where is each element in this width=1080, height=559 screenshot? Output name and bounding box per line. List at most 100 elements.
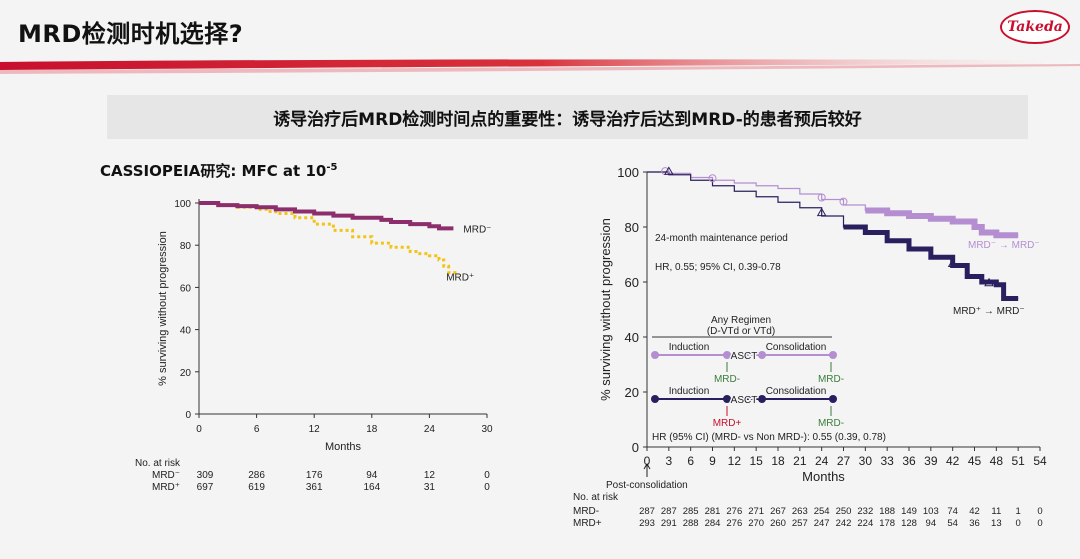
censor-mark-mrd-pos-neg — [984, 277, 994, 287]
risk-table-cell: 176 — [306, 470, 323, 481]
risk-table-cell: 0 — [484, 482, 490, 493]
series-label-mrd-pos: MRD⁺ — [446, 273, 474, 284]
y-axis-label: % surviving without progression — [598, 218, 613, 401]
x-tick-label: 54 — [1033, 454, 1047, 468]
schema-mrd-neg-label: MRD- — [818, 374, 844, 385]
x-tick-label: 0 — [644, 454, 651, 468]
y-tick-label: 20 — [180, 368, 192, 379]
x-tick-label: 39 — [924, 454, 938, 468]
schema-mrd-neg-label: MRD- — [714, 374, 740, 385]
risk-table-cell: 697 — [197, 482, 214, 493]
x-axis-label: Months — [325, 441, 362, 453]
risk-table-cell: 276 — [726, 518, 742, 529]
risk-table-cell: 267 — [770, 506, 786, 517]
risk-table-cell: 103 — [923, 506, 939, 517]
x-tick-label: 51 — [1011, 454, 1025, 468]
x-tick-label: 36 — [902, 454, 916, 468]
logo-text: Takeda — [1007, 19, 1063, 35]
schema-node — [651, 395, 659, 403]
risk-table-cell: 12 — [424, 470, 436, 481]
series-label-mrd-neg: MRD⁻ — [463, 224, 491, 235]
x-tick-label: 48 — [990, 454, 1004, 468]
risk-table-cell: 270 — [748, 518, 764, 529]
risk-table-cell: 178 — [879, 518, 895, 529]
y-tick-label: 0 — [632, 440, 639, 455]
risk-table-cell: 94 — [926, 518, 937, 529]
takeda-logo: Takeda — [1000, 10, 1070, 44]
risk-table-cell: 74 — [947, 506, 958, 517]
annotation-hr: HR, 0.55; 95% CI, 0.39-0.78 — [655, 262, 781, 273]
censor-mark-mrd-neg-neg — [817, 193, 826, 202]
risk-table-cell: 284 — [705, 518, 721, 529]
y-tick-label: 40 — [625, 330, 639, 345]
risk-table-cell: 13 — [991, 518, 1002, 529]
x-tick-label: 6 — [687, 454, 694, 468]
risk-table-cell: 128 — [901, 518, 917, 529]
post-consolidation-arrow — [643, 463, 651, 477]
schema-node — [723, 395, 731, 403]
y-axis-label: % surviving without progression — [157, 231, 169, 386]
schema-node — [758, 395, 766, 403]
schema-induction-label: Induction — [669, 342, 710, 353]
y-tick-label: 0 — [185, 410, 191, 421]
risk-table-cell: 247 — [814, 518, 830, 529]
risk-table-cell: 224 — [857, 518, 873, 529]
risk-table-cell: 36 — [969, 518, 980, 529]
risk-table-row-label: MRD⁻ — [152, 470, 180, 481]
x-axis-label: Months — [802, 469, 845, 484]
schema-node — [723, 351, 731, 359]
risk-table-row-label: MRD⁺ — [152, 482, 180, 493]
y-tick-label: 100 — [174, 199, 191, 210]
risk-table-row-label: MRD- — [573, 506, 599, 517]
schema-asct-label: ASCT — [731, 351, 758, 362]
study-label-exponent: -5 — [326, 162, 338, 173]
subtitle-banner: 诱导治疗后MRD检测时间点的重要性：诱导治疗后达到MRD-的患者预后较好 — [107, 95, 1028, 139]
schema-consolidation-label: Consolidation — [766, 386, 827, 397]
schema-node — [829, 351, 837, 359]
censor-mark-mrd-neg-neg — [839, 197, 848, 206]
risk-table-cell: 291 — [661, 518, 677, 529]
risk-table-cell: 0 — [1037, 518, 1042, 529]
y-tick-label: 80 — [625, 220, 639, 235]
schema-mrd-pos-label: MRD+ — [713, 418, 742, 429]
risk-table-cell: 293 — [639, 518, 655, 529]
risk-table-cell: 263 — [792, 506, 808, 517]
slide-title: MRD检测时机选择? — [18, 20, 244, 48]
censor-mark-mrd-pos-neg — [816, 207, 827, 217]
x-tick-label: 24 — [424, 424, 436, 435]
header-swoosh — [0, 59, 1080, 74]
risk-table-cell: 288 — [683, 518, 699, 529]
risk-table-cell: 271 — [748, 506, 764, 517]
series-line-mrd-pos — [199, 201, 460, 275]
y-tick-label: 40 — [180, 326, 192, 337]
risk-table-title: No. at risk — [135, 458, 181, 469]
schema-consolidation-label: Consolidation — [766, 342, 827, 353]
risk-table-cell: 254 — [814, 506, 830, 517]
risk-table-cell: 54 — [947, 518, 958, 529]
x-tick-label: 30 — [481, 424, 493, 435]
series-label-mrd-pos-neg: MRD⁺ → MRD⁻ — [953, 306, 1025, 317]
risk-table-cell: 94 — [366, 470, 378, 481]
x-tick-label: 18 — [366, 424, 378, 435]
x-tick-label: 27 — [837, 454, 851, 468]
schema-asct-label: ASCT — [731, 395, 758, 406]
annotation-maintenance-period: 24-month maintenance period — [655, 233, 788, 244]
risk-table-cell: 42 — [969, 506, 980, 517]
risk-table-cell: 257 — [792, 518, 808, 529]
series-label-mrd-neg-neg: MRD⁻ → MRD⁻ — [968, 240, 1040, 251]
risk-table-cell: 164 — [363, 482, 380, 493]
x-tick-label: 15 — [749, 454, 763, 468]
risk-table-title: No. at risk — [573, 492, 619, 503]
risk-table-cell: 285 — [683, 506, 699, 517]
risk-table-cell: 361 — [306, 482, 323, 493]
risk-table-cell: 287 — [639, 506, 655, 517]
schema-node — [651, 351, 659, 359]
risk-table-cell: 281 — [705, 506, 721, 517]
study-label: CASSIOPEIA研究: MFC at 10-5 — [100, 160, 337, 181]
risk-table-cell: 0 — [484, 470, 490, 481]
x-tick-label: 12 — [728, 454, 742, 468]
risk-table-cell: 11 — [991, 506, 1001, 517]
risk-table-cell: 242 — [836, 518, 852, 529]
series-line-mrd-neg-neg — [647, 171, 1019, 236]
